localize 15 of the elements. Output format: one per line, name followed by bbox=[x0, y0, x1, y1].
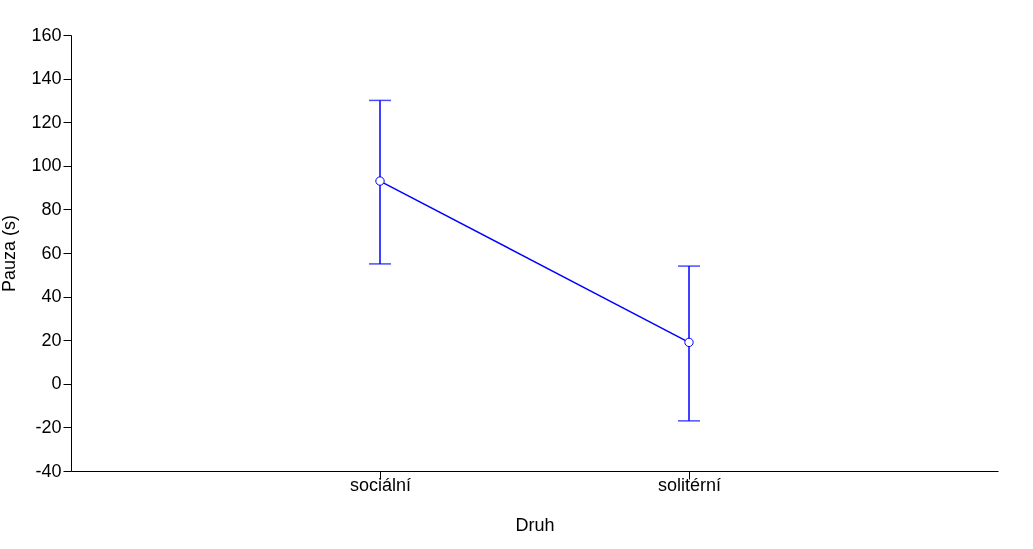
x-axis-title: Druh bbox=[515, 514, 555, 535]
y-tick-label: 100 bbox=[31, 155, 62, 176]
y-axis-title: Pauza (s) bbox=[0, 214, 20, 293]
x-tick-label: solitérní bbox=[657, 474, 722, 495]
y-tick-label: 140 bbox=[31, 68, 62, 89]
y-tick-label: 40 bbox=[41, 286, 62, 307]
x-tick-label: sociální bbox=[349, 474, 412, 495]
y-tick-label: 160 bbox=[31, 24, 62, 45]
y-tick-label: 0 bbox=[51, 373, 62, 394]
y-tick-label: 120 bbox=[31, 111, 62, 132]
y-tick-label: 80 bbox=[41, 198, 62, 219]
y-tick-label: -20 bbox=[35, 416, 62, 437]
y-tick-label: 20 bbox=[41, 329, 62, 350]
y-tick-label: 60 bbox=[41, 242, 62, 263]
y-tick-label: -40 bbox=[35, 460, 62, 481]
